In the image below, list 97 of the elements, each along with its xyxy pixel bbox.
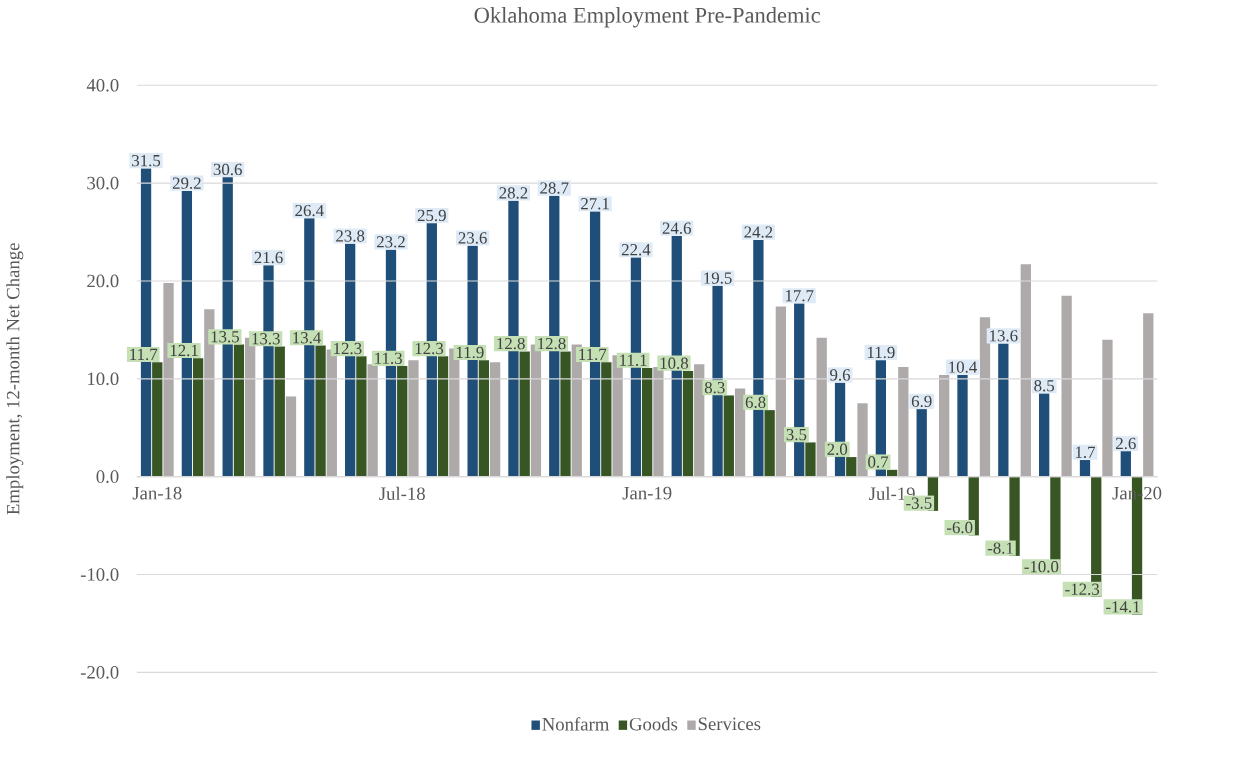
bar	[846, 456, 857, 477]
bar	[519, 351, 530, 477]
chart-title: Oklahoma Employment Pre-Pandemic	[474, 6, 820, 28]
bar	[816, 337, 827, 477]
bar	[805, 442, 816, 477]
data-label: 13.6	[990, 329, 1018, 342]
data-label: 2.0	[827, 443, 848, 455]
data-label: -6.0	[946, 521, 973, 534]
bar	[775, 306, 787, 477]
data-label: 12.8	[497, 337, 525, 350]
data-label: -8.1	[987, 542, 1013, 554]
data-label: 17.7	[785, 289, 814, 302]
bar	[723, 395, 734, 477]
data-label: 12.3	[415, 342, 444, 355]
x-tick-label: Jan-19	[622, 486, 672, 500]
bar	[682, 370, 694, 477]
y-axis-title: Employment, 12-month Net Change	[6, 242, 24, 515]
data-label: 12.3	[334, 342, 362, 355]
data-label: 23.8	[336, 230, 365, 242]
legend-label: Nonfarm	[542, 716, 610, 731]
data-label: 3.5	[786, 428, 807, 441]
data-label: 23.6	[458, 232, 487, 244]
data-label: 2.6	[1116, 437, 1136, 449]
data-label: 8.3	[704, 381, 725, 394]
data-label: 22.4	[621, 243, 651, 256]
bar	[1120, 450, 1131, 477]
data-label: 29.2	[172, 177, 201, 189]
x-tick-label: Jul-18	[379, 486, 425, 500]
data-label: 13.4	[293, 331, 322, 344]
data-label: 0.7	[868, 456, 889, 468]
bar	[478, 359, 490, 477]
data-label: 28.7	[540, 182, 569, 194]
bar	[857, 403, 868, 477]
legend-label: Services	[698, 717, 761, 730]
bar	[1143, 313, 1154, 477]
legend-label: Goods	[629, 717, 678, 731]
data-label: 10.8	[660, 357, 689, 369]
bar	[957, 374, 968, 477]
bar	[979, 316, 991, 477]
bar	[192, 358, 204, 477]
bar	[916, 408, 927, 477]
bar	[1039, 393, 1050, 477]
x-tick-label: Jan-18	[132, 486, 182, 500]
data-label: -14.1	[1106, 600, 1140, 613]
data-label: 30.6	[213, 163, 242, 175]
bar	[274, 346, 285, 477]
data-label: 9.6	[830, 369, 851, 381]
data-label: 11.9	[867, 346, 895, 358]
data-label: 11.7	[579, 348, 607, 360]
bar	[233, 344, 245, 477]
data-label: 24.2	[744, 226, 773, 238]
bar	[285, 396, 297, 477]
bar	[734, 388, 746, 477]
bar	[898, 366, 909, 477]
data-label: 26.4	[295, 204, 324, 217]
data-label: 27.1	[581, 197, 609, 210]
data-label: 12.1	[170, 344, 198, 356]
data-label: -12.3	[1065, 583, 1100, 595]
data-label: 31.5	[132, 154, 161, 167]
y-tick-label: 30.0	[87, 176, 119, 190]
bar	[694, 363, 705, 477]
data-label: 11.7	[130, 348, 158, 360]
data-label: 21.6	[254, 251, 283, 264]
bar	[1020, 264, 1031, 477]
data-label: 23.2	[376, 235, 405, 248]
data-label: 10.4	[949, 361, 977, 373]
bar	[1061, 295, 1072, 477]
y-tick-label: 20.0	[87, 274, 119, 288]
bar	[152, 361, 163, 477]
y-tick-label: -10.0	[80, 567, 119, 581]
bar	[437, 356, 449, 477]
data-label: 11.3	[375, 352, 402, 364]
bar	[601, 361, 612, 477]
bar	[939, 374, 950, 477]
bar	[408, 359, 419, 477]
y-tick-label: -20.0	[80, 665, 119, 679]
data-label: 25.9	[417, 209, 446, 221]
bar	[1102, 339, 1113, 477]
data-label: 6.9	[911, 395, 932, 407]
bar	[764, 409, 775, 477]
data-label: 13.5	[211, 330, 239, 343]
y-tick-label: 10.0	[88, 372, 119, 385]
data-label: 8.5	[1034, 379, 1055, 392]
bar	[1079, 459, 1091, 477]
data-label: 19.5	[704, 272, 732, 284]
data-label: 28.2	[499, 187, 528, 199]
data-label: 12.8	[538, 337, 566, 350]
y-tick-label: 0.0	[96, 470, 119, 483]
bar	[489, 361, 501, 477]
data-label: 11.9	[456, 346, 484, 358]
data-label: 1.7	[1075, 446, 1096, 458]
data-label: 11.1	[620, 354, 647, 366]
data-label: 24.6	[662, 222, 691, 234]
data-label: -10.0	[1024, 560, 1059, 573]
data-label: 13.3	[252, 332, 280, 345]
data-label: 6.8	[745, 396, 766, 408]
y-tick-label: 40.0	[86, 78, 119, 92]
